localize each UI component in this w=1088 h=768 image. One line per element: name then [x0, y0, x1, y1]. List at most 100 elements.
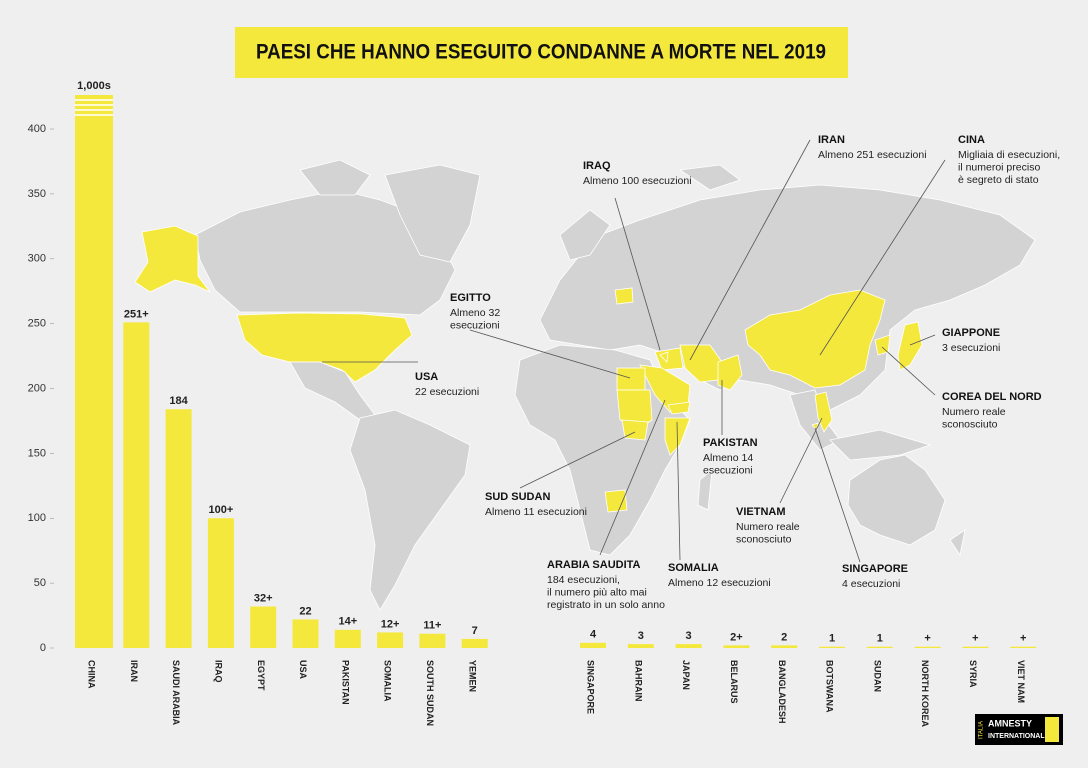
x-tick-label: BELARUS: [729, 660, 739, 704]
logo-name: AMNESTY: [988, 718, 1032, 728]
bar: [377, 632, 404, 648]
x-tick-label: SYRIA: [968, 660, 978, 688]
bar: [866, 646, 893, 648]
bar: [292, 619, 319, 648]
x-tick-label: PAKISTAN: [340, 660, 350, 705]
bar: [165, 409, 192, 648]
bar: [627, 644, 654, 648]
value-label: +: [1020, 633, 1026, 645]
x-tick-label: IRAQ: [214, 660, 224, 683]
annotation-title: EGITTO: [450, 292, 491, 304]
value-label: 2: [781, 631, 787, 643]
leader-line: [519, 431, 636, 489]
bar: [675, 644, 702, 648]
annotation-text: Almeno 14: [703, 452, 753, 464]
leader-line: [676, 421, 681, 561]
annotation-title: USA: [415, 371, 438, 383]
bar: [962, 646, 989, 648]
x-tick-label: YEMEN: [467, 660, 477, 692]
bar: [771, 645, 798, 648]
annotation-text: registrato in un solo anno: [547, 599, 665, 611]
bar: [1010, 646, 1037, 648]
annotation-title: VIETNAM: [736, 506, 786, 518]
world-map: [134, 159, 1036, 611]
y-tick-label: 50: [34, 577, 46, 589]
bar: [580, 642, 606, 648]
value-label: 12+: [381, 618, 400, 630]
bar: [461, 638, 488, 648]
chart-title: PAESI CHE HANNO ESEGUITO CONDANNE A MORT…: [256, 41, 826, 64]
annotation-title: IRAQ: [583, 160, 611, 172]
annotation-text: Migliaia di esecuzioni,: [958, 149, 1060, 161]
value-label: 3: [638, 630, 644, 642]
annotation-title: SINGAPORE: [842, 563, 908, 575]
annotation-title: GIAPPONE: [942, 327, 1000, 339]
y-tick-label: 300: [28, 253, 46, 265]
annotation-text: Almeno 32: [450, 307, 500, 319]
x-tick-label: USA: [298, 660, 308, 680]
annotation-text: Numero reale: [942, 406, 1006, 418]
annotation-text: Almeno 11 esecuzioni: [485, 506, 587, 518]
x-tick-label: BOTSWANA: [825, 660, 835, 713]
bar: [819, 646, 845, 648]
annotation-text: 22 esecuzioni: [415, 386, 479, 398]
y-tick-label: 100: [28, 512, 46, 524]
annotation-text: Almeno 100 esecuzioni: [583, 175, 692, 187]
logo-sub: INTERNATIONAL: [988, 733, 1045, 740]
x-tick-label: NORTH KOREA: [920, 660, 930, 727]
value-label: 184: [169, 395, 188, 407]
annotation-text: il numeroi preciso: [958, 161, 1040, 173]
leader-line: [819, 159, 946, 356]
x-tick-label: SOMALIA: [383, 660, 393, 702]
bar: [914, 646, 941, 648]
x-tick-label: VIET NAM: [1016, 660, 1026, 703]
leader-line: [689, 139, 811, 361]
bar: [334, 629, 361, 648]
logo-candle: [1045, 717, 1059, 742]
x-tick-label: EGYPT: [256, 660, 266, 691]
bar: [419, 633, 446, 648]
annotation-text: sconosciuto: [942, 418, 998, 430]
value-label: 1: [829, 633, 835, 645]
logo-country: ITALIA: [979, 721, 985, 739]
y-tick-label: 150: [28, 447, 46, 459]
value-label: 100+: [209, 504, 234, 516]
annotation-text: Almeno 12 esecuzioni: [668, 577, 771, 589]
y-tick-label: 200: [28, 382, 46, 394]
bar: [75, 95, 113, 648]
x-tick-label: CHINA: [87, 660, 97, 689]
value-label: 4: [590, 629, 597, 641]
x-tick-label: BAHRAIN: [633, 660, 643, 702]
annotation-text: 184 esecuzioni,: [547, 574, 620, 586]
x-tick-label: IRAN: [129, 660, 139, 682]
value-label: 1,000s: [77, 80, 111, 92]
annotation-text: Numero reale: [736, 521, 800, 533]
bar: [250, 606, 277, 648]
annotation-text: 4 esecuzioni: [842, 578, 900, 590]
y-tick-label: 250: [28, 318, 46, 330]
leader-line: [779, 417, 823, 504]
value-label: +: [924, 633, 930, 645]
x-tick-label: JAPAN: [681, 660, 691, 690]
y-tick-label: 400: [28, 123, 46, 135]
annotation-text: il numero più alto mai: [547, 586, 647, 598]
value-label: 251+: [124, 308, 149, 320]
leader-line: [909, 334, 936, 346]
value-label: 1: [877, 633, 883, 645]
value-label: 3: [686, 630, 692, 642]
leader-line: [881, 346, 936, 396]
value-label: 14+: [338, 616, 357, 628]
x-tick-label: BANGLADESH: [777, 660, 787, 724]
leader-line: [599, 399, 666, 556]
value-label: +: [972, 633, 978, 645]
annotation-text: 3 esecuzioni: [942, 342, 1000, 354]
annotation-title: SOMALIA: [668, 562, 719, 574]
leader-line: [469, 329, 631, 379]
annotation-text: Almeno 251 esecuzioni: [818, 149, 927, 161]
leader-line: [614, 197, 661, 351]
annotation-title: IRAN: [818, 134, 845, 146]
y-tick-label: 0: [40, 642, 46, 654]
annotation-text: sconosciuto: [736, 533, 792, 545]
y-tick-label: 350: [28, 188, 46, 200]
